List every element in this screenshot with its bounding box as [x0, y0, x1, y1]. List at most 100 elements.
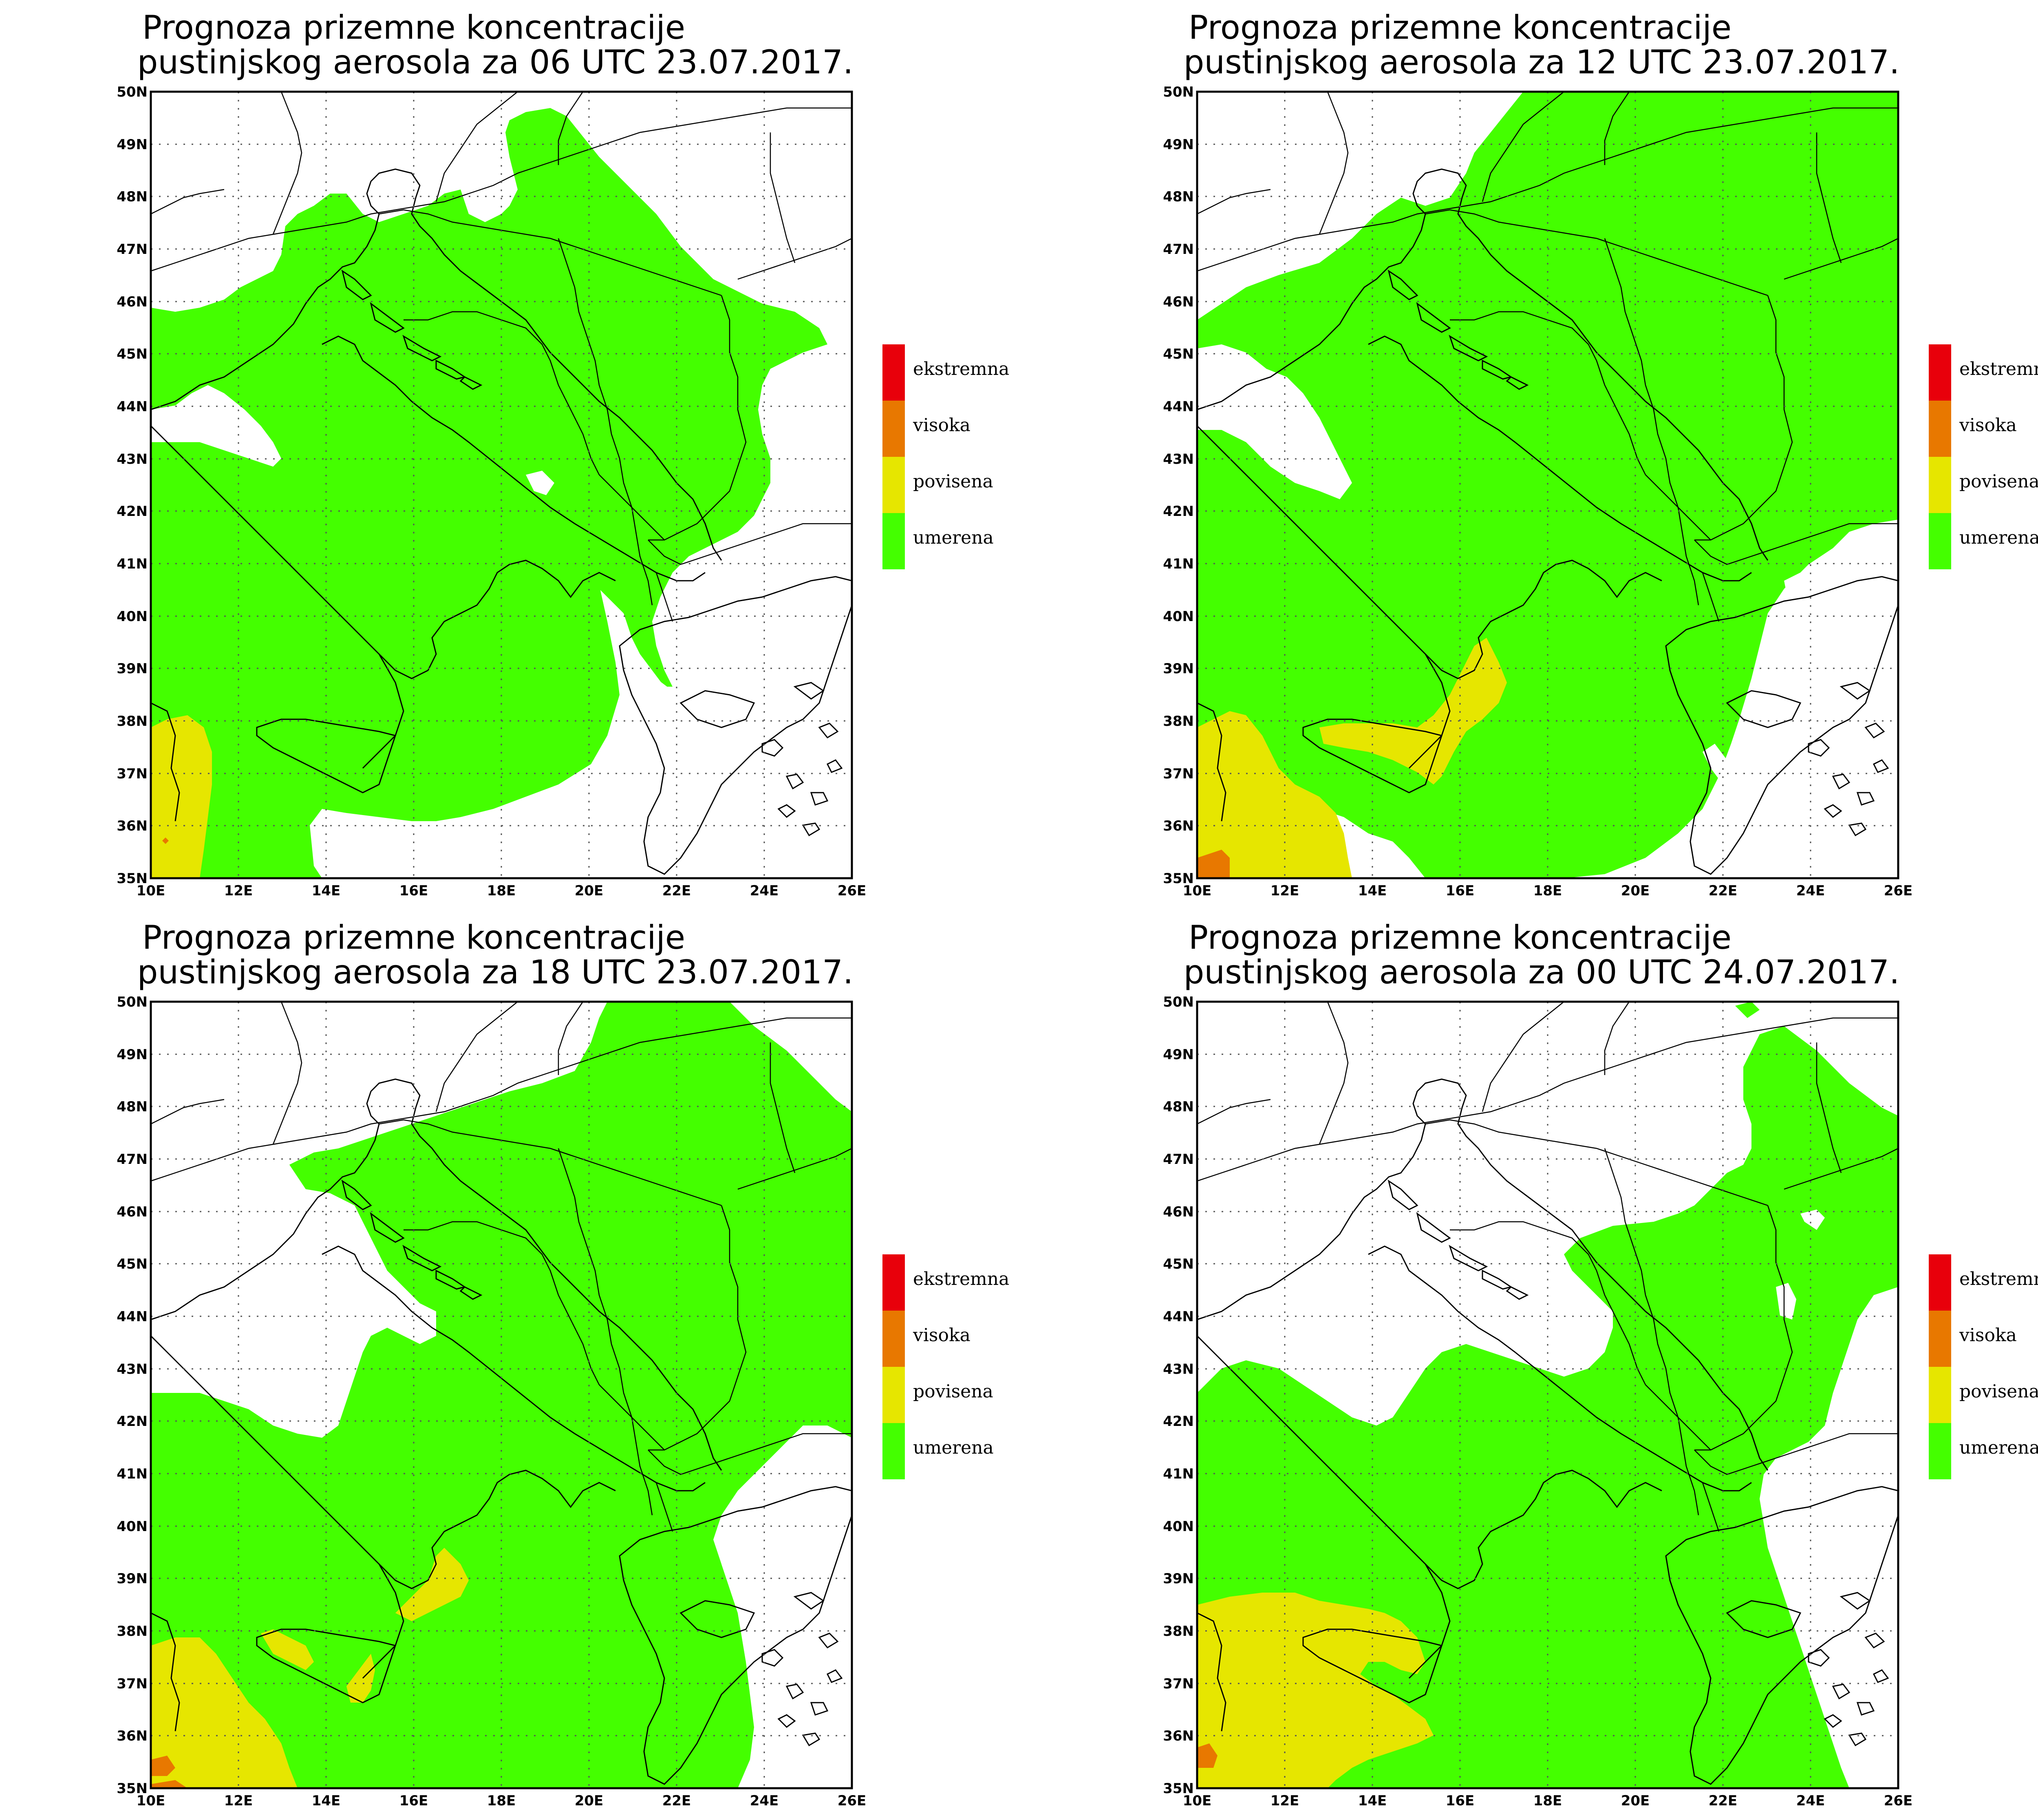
lat-tick: 37N [117, 766, 148, 782]
lat-tick: 41N [1163, 556, 1194, 572]
lon-tick: 22E [662, 1793, 691, 1809]
lat-tick: 42N [117, 503, 148, 520]
lat-tick: 40N [1163, 608, 1194, 625]
lat-tick: 36N [117, 1728, 148, 1744]
visoka-region [1197, 1743, 1218, 1768]
lon-tick: 12E [1270, 883, 1299, 899]
lon-tick: 10E [1183, 883, 1212, 899]
map-area: 50N 49N 48N 47N 46N 45N 44N 43N 42N 41N … [1163, 84, 1913, 899]
visoka-region [151, 1756, 187, 1788]
panel-title-line2: pustinjskog aerosola za 00 UTC 24.07.201… [1184, 953, 1900, 991]
map-area: 50N 49N 48N 47N 46N 45N 44N 43N 42N 41N … [117, 84, 866, 899]
lat-tick: 35N [1163, 1780, 1194, 1797]
panel-title-line2: pustinjskog aerosola za 12 UTC 23.07.201… [1184, 43, 1900, 81]
lon-axis: 10E 12E 14E 16E 18E 20E 22E 24E 26E [137, 1793, 867, 1809]
lat-tick: 36N [117, 818, 148, 834]
lon-tick: 18E [487, 883, 516, 899]
lon-tick: 22E [1709, 1793, 1738, 1809]
map-frame [1196, 90, 1899, 879]
lat-tick: 48N [1163, 1099, 1194, 1115]
panel-svg: Prognoza prizemne koncentracije pustinjs… [117, 919, 1009, 1809]
map-frame [150, 90, 853, 879]
lat-tick: 50N [117, 994, 148, 1010]
clear-region [721, 1442, 852, 1788]
povisena-region [1319, 638, 1507, 784]
lon-tick: 22E [662, 883, 691, 899]
lat-tick: 44N [117, 1309, 148, 1325]
lat-tick: 50N [1163, 84, 1194, 100]
lon-tick: 22E [1709, 883, 1738, 899]
legend-label: umerena [1959, 527, 2038, 548]
lat-tick: 46N [1163, 294, 1194, 310]
lon-tick: 14E [312, 1793, 341, 1809]
lon-tick: 20E [575, 883, 604, 899]
lon-tick: 10E [137, 1793, 165, 1809]
lat-tick: 49N [1163, 1047, 1194, 1063]
legend-label: povisena [913, 1381, 993, 1402]
lat-tick: 43N [117, 451, 148, 467]
lat-tick: 46N [117, 294, 148, 310]
lat-tick: 49N [117, 1047, 148, 1063]
lon-tick: 26E [1884, 1793, 1913, 1809]
lat-tick: 39N [117, 1571, 148, 1587]
legend-label: umerena [1959, 1437, 2038, 1458]
lat-tick: 41N [117, 1466, 148, 1482]
clear-region [1800, 1210, 1825, 1230]
lon-tick: 18E [1533, 1793, 1562, 1809]
legend-swatch-umerena [1929, 1423, 1951, 1479]
lat-tick: 37N [1163, 1676, 1194, 1692]
lat-tick: 48N [117, 1099, 148, 1115]
forecast-panel-06utc: Prognoza prizemne koncentracije pustinjs… [0, 0, 1046, 910]
umerena-region [151, 108, 827, 878]
povisena-region [151, 715, 212, 878]
legend-label: umerena [913, 1437, 994, 1458]
lat-tick: 40N [117, 608, 148, 625]
lon-tick: 20E [1621, 1793, 1650, 1809]
legend-swatch-povisena [1929, 457, 1951, 513]
legend-swatch-povisena [882, 457, 905, 513]
legend-swatch-ekstremna [882, 1254, 905, 1311]
clear-region [1776, 1283, 1796, 1320]
lon-tick: 24E [1796, 883, 1825, 899]
povisena-region [1197, 711, 1352, 878]
map-area: 50N 49N 48N 47N 46N 45N 44N 43N 42N 41N … [1163, 994, 1913, 1809]
legend-swatch-visoka [882, 1311, 905, 1367]
clear-region [656, 679, 689, 719]
map-frame [1196, 1000, 1899, 1789]
lon-tick: 16E [1446, 883, 1475, 899]
grid-lines [151, 1002, 852, 1788]
lon-tick: 14E [312, 883, 341, 899]
lat-tick: 43N [1163, 1361, 1194, 1377]
legend: ekstremna visoka povisena umerena [882, 344, 1009, 569]
lat-tick: 47N [1163, 241, 1194, 258]
lat-tick: 38N [1163, 1623, 1194, 1639]
lat-tick: 47N [117, 1151, 148, 1168]
lat-tick: 36N [1163, 1728, 1194, 1744]
clear-region [1197, 344, 1352, 499]
lat-tick: 44N [117, 399, 148, 415]
panel-title-line1: Prognoza prizemne koncentracije [1189, 919, 1731, 956]
lon-tick: 26E [1884, 883, 1913, 899]
lat-tick: 35N [117, 870, 148, 887]
lon-tick: 24E [750, 1793, 779, 1809]
lon-tick: 14E [1358, 1793, 1387, 1809]
lat-tick: 49N [117, 137, 148, 153]
lon-tick: 10E [1183, 1793, 1212, 1809]
legend-swatch-povisena [1929, 1367, 1951, 1423]
lat-tick: 41N [117, 556, 148, 572]
lat-tick: 35N [117, 1780, 148, 1797]
grid-lines [1197, 1002, 1898, 1788]
legend-swatch-ekstremna [882, 344, 905, 401]
lat-tick: 45N [117, 346, 148, 362]
lat-tick: 42N [1163, 503, 1194, 520]
lat-tick: 45N [1163, 1256, 1194, 1272]
lat-tick: 41N [1163, 1466, 1194, 1482]
clear-region [1776, 1442, 1898, 1788]
map-area: 50N 49N 48N 47N 46N 45N 44N 43N 42N 41N … [117, 994, 867, 1809]
clear-region [1703, 744, 1731, 784]
legend-swatch-ekstremna [1929, 344, 1951, 401]
lat-tick: 48N [117, 189, 148, 205]
legend: ekstremna visoka povisena umerena [1929, 344, 2038, 569]
visoka-region [162, 837, 169, 844]
lat-tick: 39N [1163, 661, 1194, 677]
